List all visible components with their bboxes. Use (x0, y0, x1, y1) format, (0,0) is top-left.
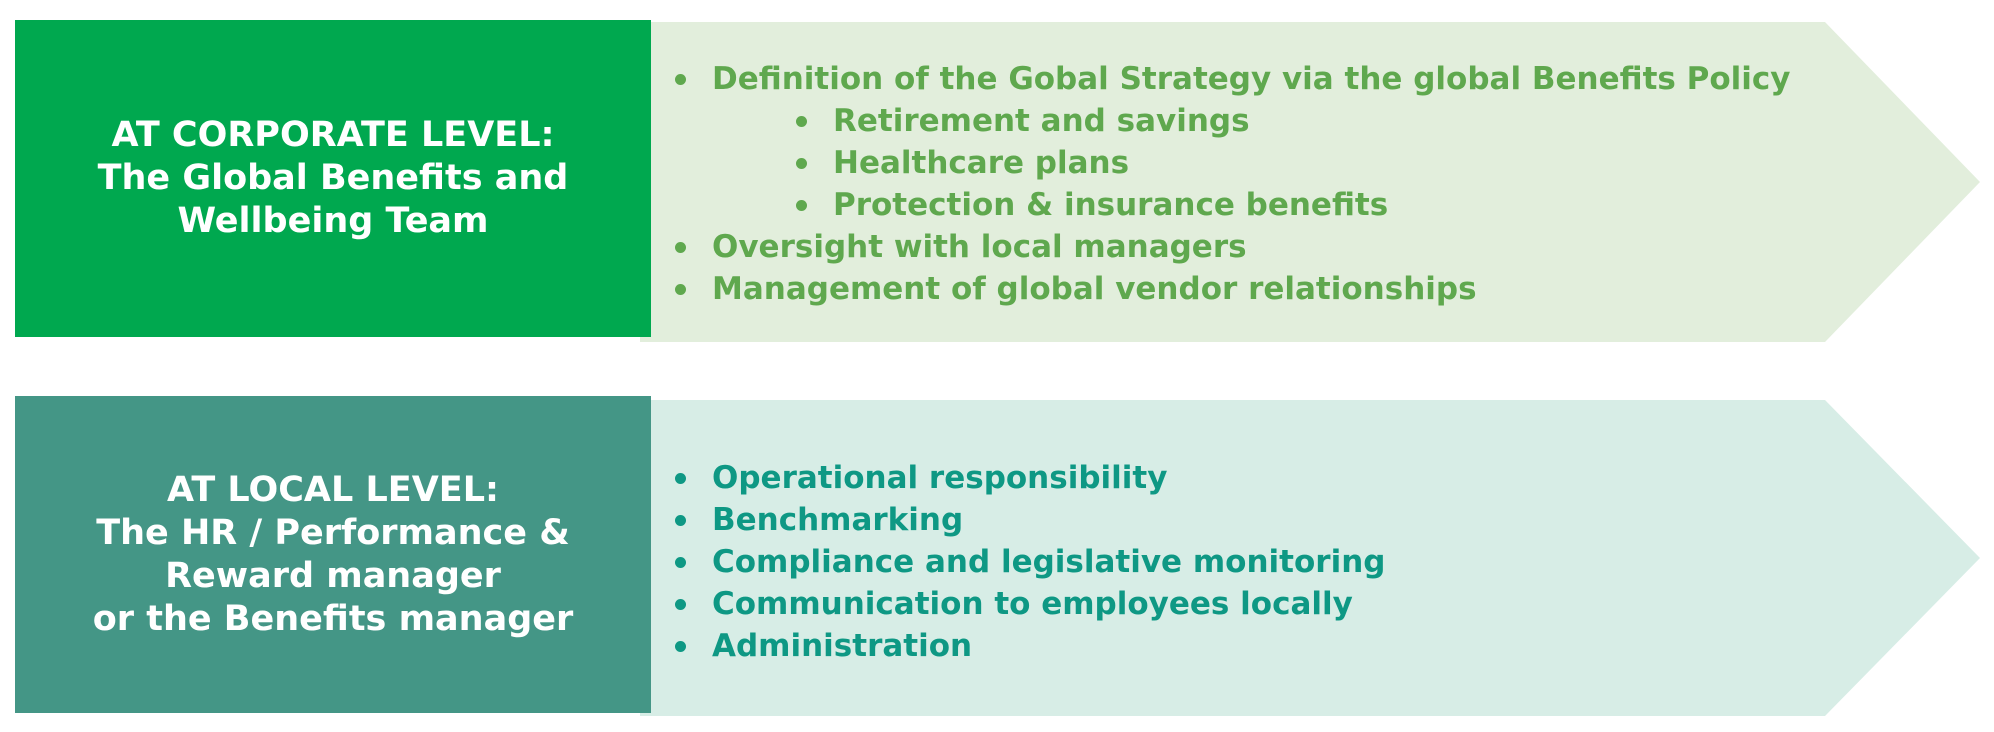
list-item-text: Healthcare plans (833, 145, 1130, 181)
list-item-text: Oversight with local managers (712, 229, 1247, 265)
list-item-text: Operational responsibility (712, 460, 1168, 496)
local-level-box: AT LOCAL LEVEL: The HR / Performance & R… (15, 396, 651, 713)
list-item: Oversight with local managers (670, 226, 1791, 268)
local-responsibilities-list: Operational responsibility Benchmarking … (670, 457, 1385, 667)
list-item: Operational responsibility (670, 457, 1385, 499)
list-item: Benchmarking (670, 499, 1385, 541)
local-label-line: AT LOCAL LEVEL: (166, 469, 499, 510)
bullet-dot-icon (675, 557, 686, 568)
bullet-dot-icon (675, 515, 686, 526)
corporate-arrow-polygon (640, 22, 1980, 342)
local-label-line: or the Benefits manager (92, 598, 574, 639)
list-item-text: Protection & insurance benefits (833, 187, 1389, 223)
corporate-level-box: AT CORPORATE LEVEL: The Global Benefits … (15, 20, 651, 337)
corporate-level-label: AT CORPORATE LEVEL: The Global Benefits … (98, 114, 569, 243)
list-item-text: Retirement and savings (833, 103, 1250, 139)
local-arrow-shape (640, 400, 1980, 716)
list-item-text: Benchmarking (712, 502, 964, 538)
corporate-arrow-shape (640, 22, 1980, 342)
corporate-level-row: AT CORPORATE LEVEL: The Global Benefits … (0, 0, 1994, 360)
bullet-dot-icon (675, 284, 686, 295)
corporate-label-line: Wellbeing Team (177, 201, 489, 241)
list-item-text: Management of global vendor relationship… (712, 271, 1477, 307)
bullet-dot-icon (675, 473, 686, 484)
list-item-text: Definition of the Gobal Strategy via the… (712, 61, 1791, 97)
bullet-dot-icon (796, 116, 807, 127)
corporate-responsibilities-list: Definition of the Gobal Strategy via the… (670, 58, 1791, 310)
list-item: Management of global vendor relationship… (670, 268, 1791, 310)
corporate-label-line: The Global Benefits and (97, 158, 569, 198)
list-item: Healthcare plans (670, 142, 1791, 184)
local-level-row: AT LOCAL LEVEL: The HR / Performance & R… (0, 380, 1994, 732)
list-item-text: Compliance and legislative monitoring (712, 544, 1386, 580)
list-item-text: Communication to employees locally (712, 586, 1353, 622)
bullet-dot-icon (675, 599, 686, 610)
bullet-dot-icon (675, 641, 686, 652)
bullet-dot-icon (675, 74, 686, 85)
bullet-dot-icon (796, 200, 807, 211)
list-item: Compliance and legislative monitoring (670, 541, 1385, 583)
list-item: Protection & insurance benefits (670, 184, 1791, 226)
bullet-dot-icon (796, 158, 807, 169)
list-item: Communication to employees locally (670, 583, 1385, 625)
local-label-line: Reward manager (165, 555, 501, 596)
bullet-dot-icon (675, 242, 686, 253)
list-item-text: Administration (712, 628, 973, 664)
list-item: Administration (670, 625, 1385, 667)
list-item: Retirement and savings (670, 100, 1791, 142)
list-item: Definition of the Gobal Strategy via the… (670, 58, 1791, 100)
local-label-line: The HR / Performance & (96, 512, 570, 553)
local-arrow-polygon (640, 400, 1980, 716)
corporate-label-line: AT CORPORATE LEVEL: (111, 115, 555, 155)
local-level-label: AT LOCAL LEVEL: The HR / Performance & R… (93, 469, 574, 641)
